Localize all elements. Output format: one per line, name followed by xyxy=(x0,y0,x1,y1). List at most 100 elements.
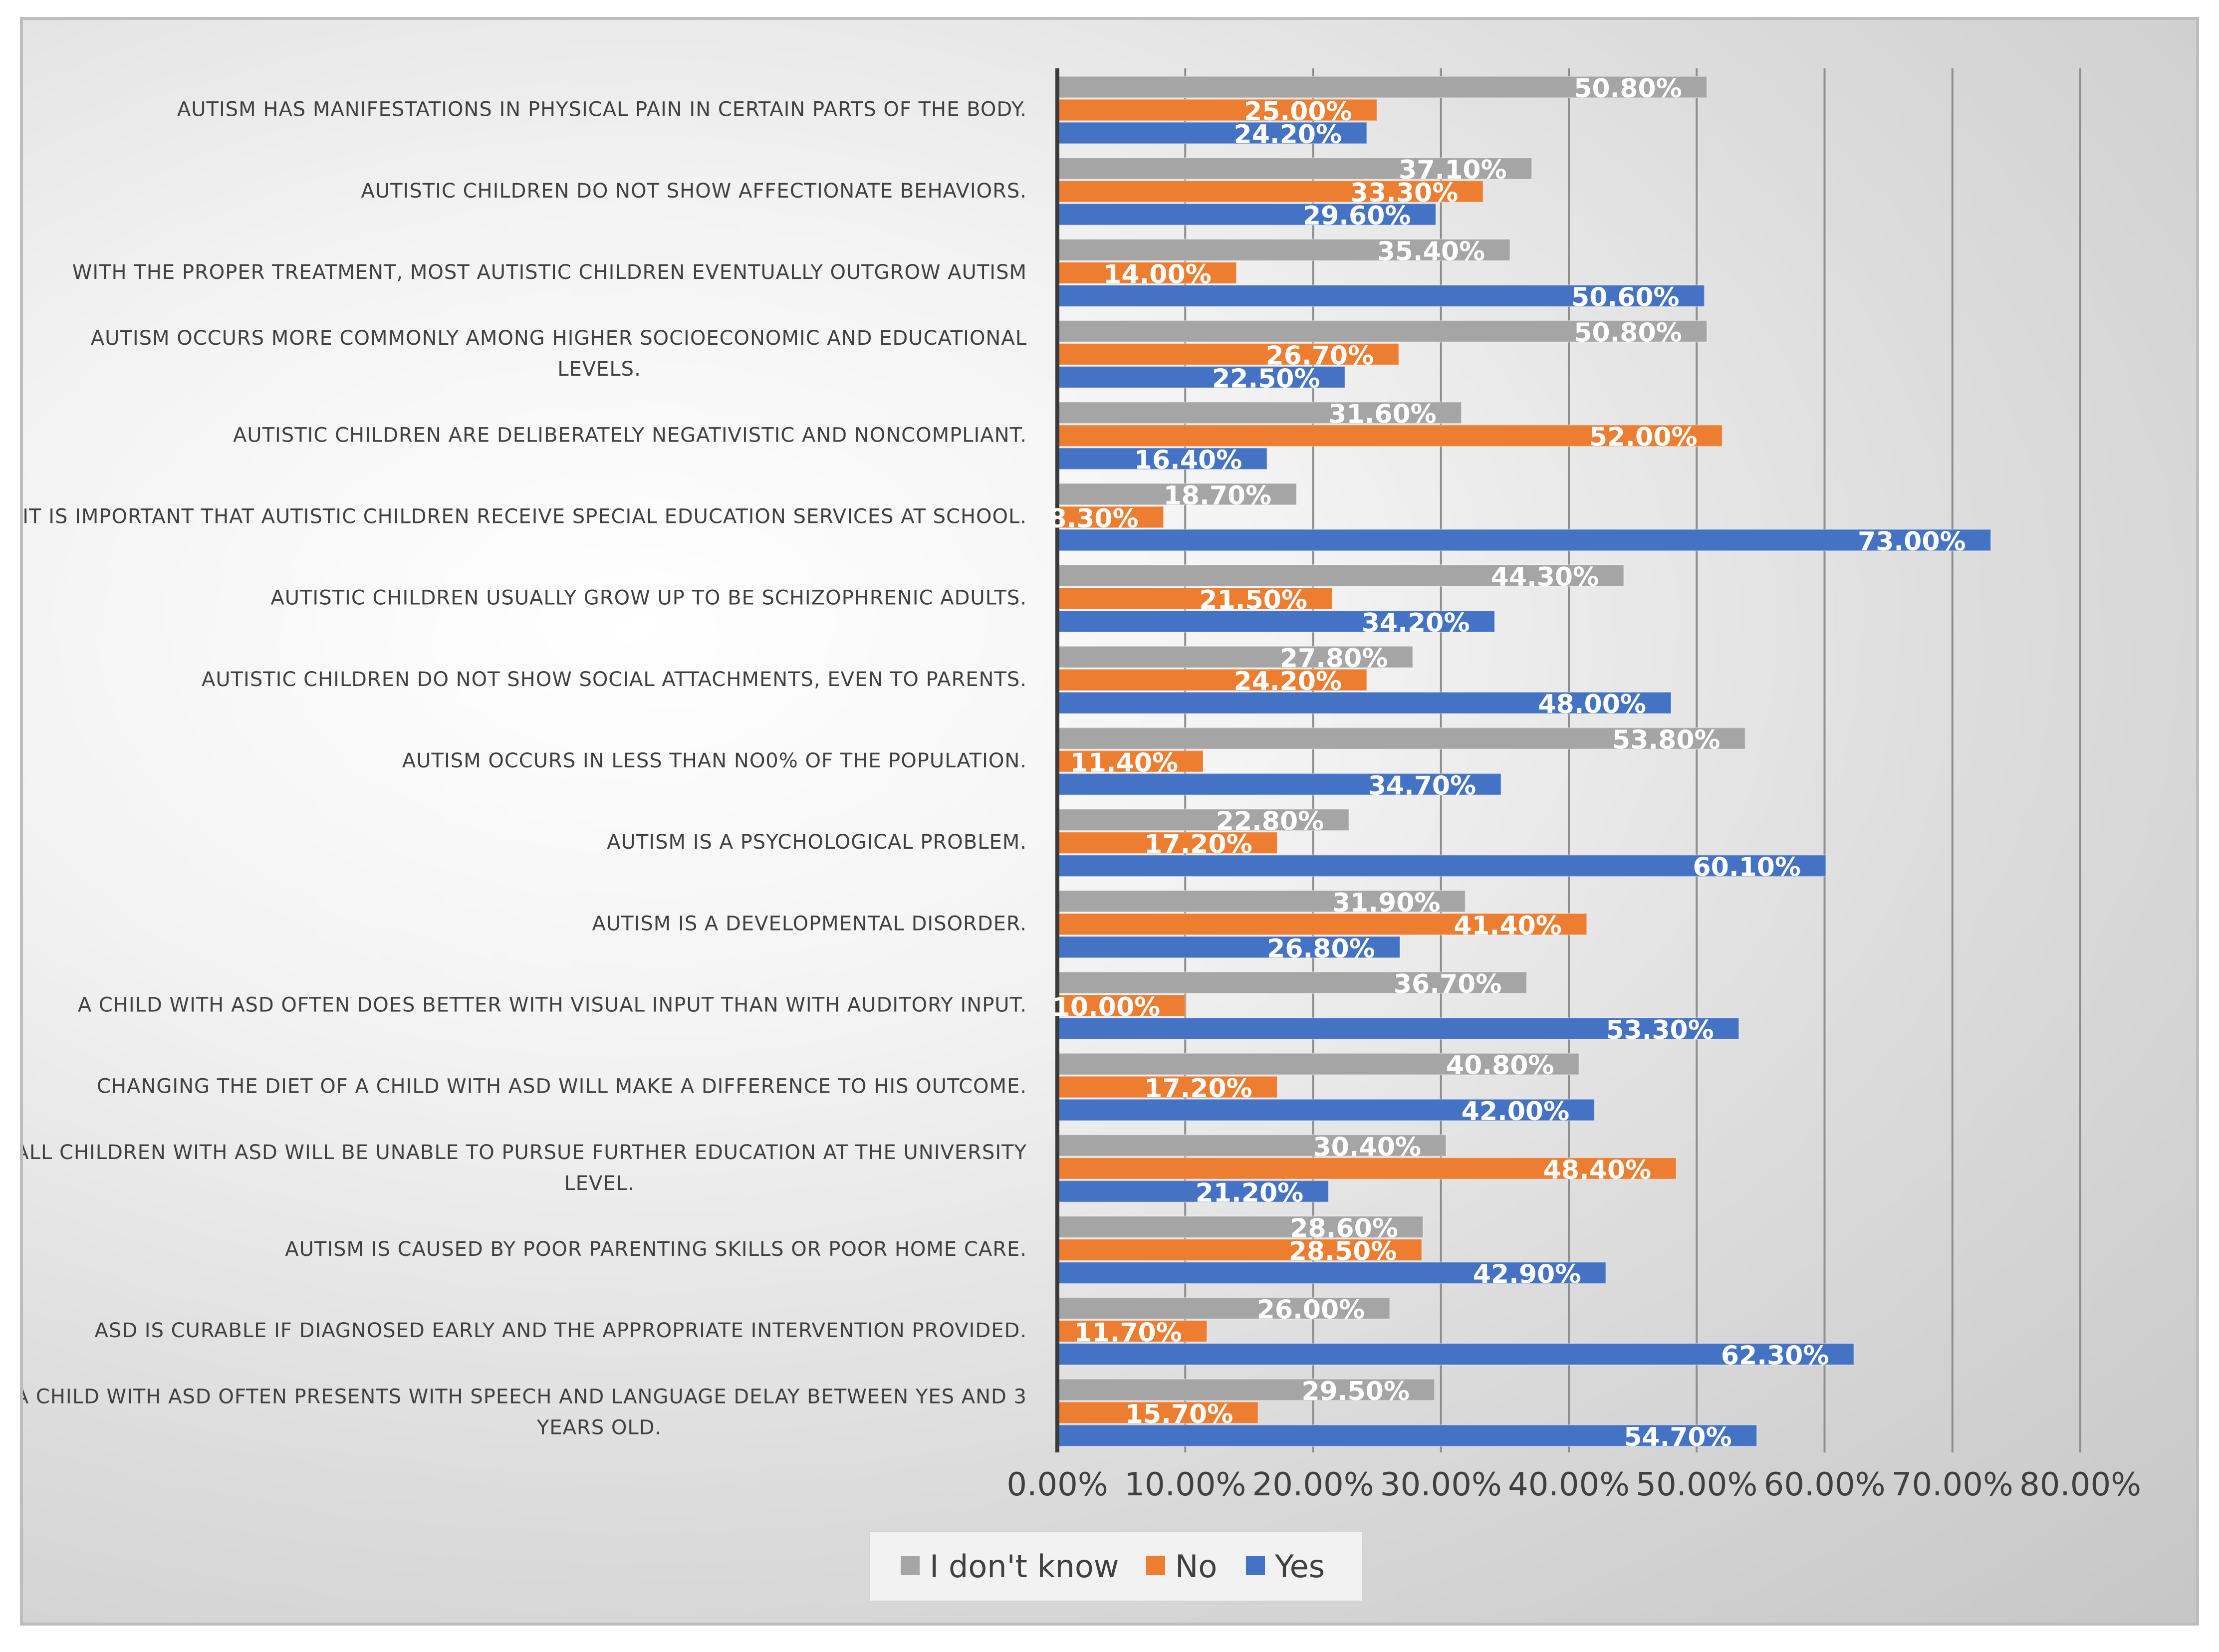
bar xyxy=(1057,610,1495,633)
x-tick-label: 20.00% xyxy=(1252,1466,1374,1503)
data-label: 15.70% xyxy=(1125,1400,1233,1429)
bar xyxy=(1057,505,1164,528)
bar xyxy=(1057,936,1401,958)
labels: 0.00% 10.00% 20.00% 30.00% 40.00% 50.00% 60.00… xyxy=(23,74,2141,1503)
category-label: A CHILD WITH ASD OFTEN PRESENTS WITH SPE… xyxy=(23,1385,1027,1439)
data-label: 11.40% xyxy=(1070,748,1179,778)
x-tick-label: 70.00% xyxy=(1892,1466,2013,1503)
data-label: 41.40% xyxy=(1454,911,1562,941)
category-label: ASD IS CURABLE IF DIAGNOSED EARLY AND TH… xyxy=(95,1319,1027,1342)
data-label: 21.20% xyxy=(1196,1178,1304,1208)
data-label: 22.80% xyxy=(1216,807,1324,837)
x-tick-label: 30.00% xyxy=(1380,1466,1502,1503)
data-label: 17.20% xyxy=(1144,1074,1252,1104)
bar xyxy=(1057,587,1333,610)
legend: I don't know No Yes xyxy=(869,1531,1363,1602)
data-label: 24.20% xyxy=(1234,120,1342,150)
data-label: 42.00% xyxy=(1462,1097,1570,1127)
bar xyxy=(1057,1297,1391,1320)
x-tick-label: 80.00% xyxy=(2019,1466,2141,1503)
data-label: 14.00% xyxy=(1103,259,1212,289)
bar xyxy=(1057,447,1268,470)
data-label: 52.00% xyxy=(1589,423,1698,453)
data-label: 18.70% xyxy=(1164,481,1272,511)
bar xyxy=(1057,203,1437,226)
bar xyxy=(1057,1076,1278,1099)
bar xyxy=(1057,727,1746,750)
data-label: 10.00% xyxy=(1052,992,1161,1022)
bar xyxy=(1057,971,1527,994)
bar xyxy=(1057,424,1723,447)
bar xyxy=(1057,669,1368,692)
data-label: 40.80% xyxy=(1446,1051,1554,1081)
legend-swatch xyxy=(1246,1556,1265,1575)
bar xyxy=(1057,1017,1739,1040)
bar xyxy=(1057,238,1511,261)
data-label: 21.50% xyxy=(1199,585,1307,615)
legend-label: Yes xyxy=(1274,1548,1325,1585)
bar xyxy=(1057,564,1625,587)
data-label: 28.60% xyxy=(1290,1213,1398,1243)
data-label: 26.70% xyxy=(1266,341,1374,371)
bar xyxy=(1057,482,1297,505)
data-label: 35.40% xyxy=(1377,236,1485,266)
bar xyxy=(1057,180,1484,203)
legend-label: No xyxy=(1175,1548,1217,1585)
data-label: 11.70% xyxy=(1074,1318,1182,1348)
data-label: 27.80% xyxy=(1280,644,1388,674)
bar xyxy=(1057,284,1705,307)
category-label: AUTISTIC CHILDREN ARE DELIBERATELY NEGAT… xyxy=(233,424,1027,447)
data-label: 25.00% xyxy=(1244,97,1352,127)
bar xyxy=(1057,1053,1580,1076)
data-label: 29.60% xyxy=(1303,201,1411,231)
data-label: 50.60% xyxy=(1571,282,1680,312)
data-label: 24.20% xyxy=(1234,667,1342,697)
data-label: 33.30% xyxy=(1350,178,1459,208)
data-label: 31.60% xyxy=(1328,400,1437,430)
bar xyxy=(1057,1099,1595,1122)
bar xyxy=(1057,366,1346,389)
data-label: 34.20% xyxy=(1362,608,1470,638)
bar xyxy=(1057,1261,1607,1284)
category-label: AUTISM IS A PSYCHOLOGICAL PROBLEM. xyxy=(607,831,1027,854)
bar xyxy=(1057,1238,1423,1261)
data-label: 42.90% xyxy=(1473,1259,1581,1289)
data-label: 31.90% xyxy=(1332,888,1441,918)
legend-box xyxy=(869,1531,1363,1602)
legend-swatch xyxy=(901,1556,920,1575)
bar xyxy=(1057,890,1466,913)
data-label: 8.30% xyxy=(1048,504,1138,534)
x-tick-label: 10.00% xyxy=(1124,1466,1246,1503)
category-label: IT IS IMPORTANT THAT AUTISTIC CHILDREN R… xyxy=(23,505,1027,528)
bar xyxy=(1057,808,1350,831)
bar xyxy=(1057,1378,1435,1401)
data-label: 44.30% xyxy=(1491,562,1599,592)
category-label: AUTISM OCCURS MORE COMMONLY AMONG HIGHER… xyxy=(91,327,1027,381)
bar xyxy=(1057,1401,1259,1424)
data-label: 36.70% xyxy=(1394,969,1502,999)
bar xyxy=(1057,1215,1424,1238)
category-label: AUTISM OCCURS IN LESS THAN NO0% OF THE P… xyxy=(402,749,1027,772)
bar xyxy=(1057,343,1400,366)
x-tick-label: 50.00% xyxy=(1636,1466,1757,1503)
legend-swatch xyxy=(1146,1556,1165,1575)
category-label: AUTISM HAS MANIFESTATIONS IN PHYSICAL PA… xyxy=(177,98,1027,121)
data-label: 30.40% xyxy=(1313,1132,1421,1162)
data-label: 48.00% xyxy=(1538,690,1646,719)
bar-chart: 0.00% 10.00% 20.00% 30.00% 40.00% 50.00% 60.00… xyxy=(23,68,2141,1602)
data-label: 60.10% xyxy=(1693,853,1801,883)
bar xyxy=(1057,320,1708,343)
data-label: 16.40% xyxy=(1134,446,1242,475)
bar xyxy=(1057,528,1991,551)
bar xyxy=(1057,913,1587,936)
data-label: 50.80% xyxy=(1574,318,1682,348)
legend-label: I don't know xyxy=(930,1548,1119,1585)
data-label: 53.80% xyxy=(1612,725,1721,755)
category-label: ALL CHILDREN WITH ASD WILL BE UNABLE TO … xyxy=(23,1141,1027,1195)
data-label: 53.30% xyxy=(1606,1015,1714,1045)
bars xyxy=(1057,76,1991,1447)
category-label: CHANGING THE DIET OF A CHILD WITH ASD WI… xyxy=(97,1075,1027,1098)
x-tick-label: 40.00% xyxy=(1508,1466,1630,1503)
data-label: 28.50% xyxy=(1289,1236,1397,1266)
x-tick-label: 0.00% xyxy=(1006,1466,1108,1503)
